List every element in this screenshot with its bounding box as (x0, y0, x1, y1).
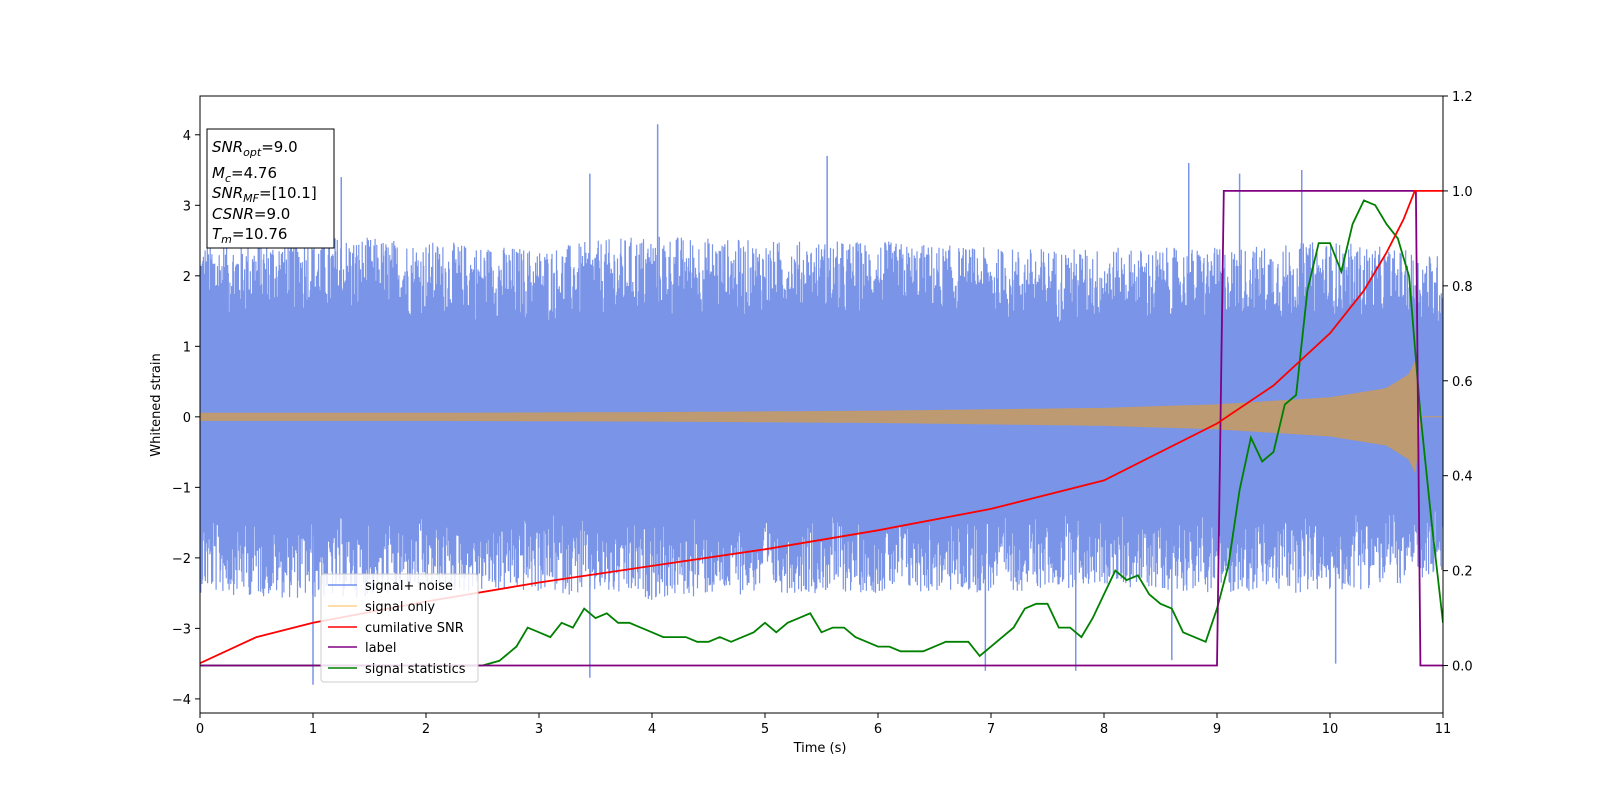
y-left-tick-label-8: −4 (172, 693, 191, 708)
x-tick-label-0: 0 (196, 722, 204, 737)
x-tick-label-7: 7 (987, 722, 995, 737)
x-tick-label-3: 3 (535, 722, 543, 737)
legend-label-signal-noise: signal+ noise (365, 579, 453, 594)
y-left-tick-label-5: −1 (172, 481, 191, 496)
info-snr-mf: SNRMF=[10.1] (212, 184, 317, 205)
series-signal-statistics (200, 199, 1443, 667)
x-axis-label: Time (s) (793, 741, 847, 756)
y-left-tick-label-4: 0 (183, 411, 191, 426)
x-tick-label-10: 10 (1322, 722, 1339, 737)
info-csnr-label: CSNR (212, 205, 254, 223)
info-tm: Tm=10.76 (212, 225, 287, 246)
legend-label-label: label (365, 641, 396, 656)
info-snr-mf-sub: MF (243, 192, 259, 205)
y-left-tick-label-6: −2 (172, 552, 191, 567)
plot-area (200, 124, 1443, 685)
x-tick-label-6: 6 (874, 722, 882, 737)
x-tick-label-1: 1 (309, 722, 317, 737)
x-tick-label-11: 11 (1435, 722, 1452, 737)
y-right-tick-label-4: 0.4 (1452, 470, 1473, 485)
x-tick-label-4: 4 (648, 722, 656, 737)
info-snr-opt-value: =9.0 (261, 138, 297, 156)
y-axis-label: Whitened strain (149, 353, 164, 456)
y-right-tick-label-2: 0.8 (1452, 280, 1473, 295)
y-left-tick-label-2: 2 (183, 270, 191, 285)
legend-frame (320, 573, 479, 683)
info-tm-value: =10.76 (232, 225, 288, 243)
info-snr-opt: SNRopt=9.0 (212, 138, 298, 159)
legend-label-cumulative-snr: cumilative SNR (365, 621, 464, 636)
legend-label-signal-only: signal only (365, 600, 435, 615)
y-right-tick-label-1: 1.0 (1452, 185, 1473, 200)
y-right-tick-label-0: 1.2 (1452, 90, 1473, 105)
y-left-tick-label-0: 4 (183, 129, 191, 144)
info-box: SNRopt=9.0 Mc=4.76 SNRMF=[10.1] CSNR=9.0… (206, 128, 335, 249)
info-snr-mf-label: SNR (212, 184, 243, 202)
info-tm-sub: m (221, 233, 232, 246)
info-mc-label: M (212, 164, 225, 182)
info-snr-opt-label: SNR (212, 138, 243, 156)
y-right-tick-label-3: 0.6 (1452, 375, 1473, 390)
info-tm-label: T (212, 225, 223, 243)
y-right-tick-label-6: 0.0 (1452, 660, 1473, 675)
info-mc-value: =4.76 (231, 164, 277, 182)
info-snr-opt-sub: opt (243, 146, 262, 159)
axes: 0 1 2 3 4 5 6 7 8 9 10 1143210−1−2−3−41.21.00.80.60… (172, 90, 1473, 737)
info-mc-sub: c (225, 172, 231, 185)
info-mc: Mc=4.76 (212, 164, 277, 185)
x-tick-label-5: 5 (761, 722, 769, 737)
x-tick-label-9: 9 (1213, 722, 1221, 737)
y-right-tick-label-5: 0.2 (1452, 565, 1473, 580)
legend-label-signal-statistics: signal statistics (365, 662, 466, 677)
info-csnr: CSNR=9.0 (212, 205, 290, 223)
y-left-tick-label-1: 3 (183, 199, 191, 214)
info-csnr-value: =9.0 (254, 205, 290, 223)
plot-frame (199, 95, 1444, 714)
info-box-frame (206, 128, 335, 249)
legend: signal+ noise signal only cumilative SNR… (320, 573, 479, 683)
x-tick-label-2: 2 (422, 722, 430, 737)
series-label (200, 190, 1443, 667)
y-left-tick-label-7: −3 (172, 622, 191, 637)
y-left-tick-label-3: 1 (183, 340, 191, 355)
series-signal-only (200, 360, 1443, 474)
info-snr-mf-value: =[10.1] (259, 184, 317, 202)
x-tick-label-8: 8 (1100, 722, 1108, 737)
